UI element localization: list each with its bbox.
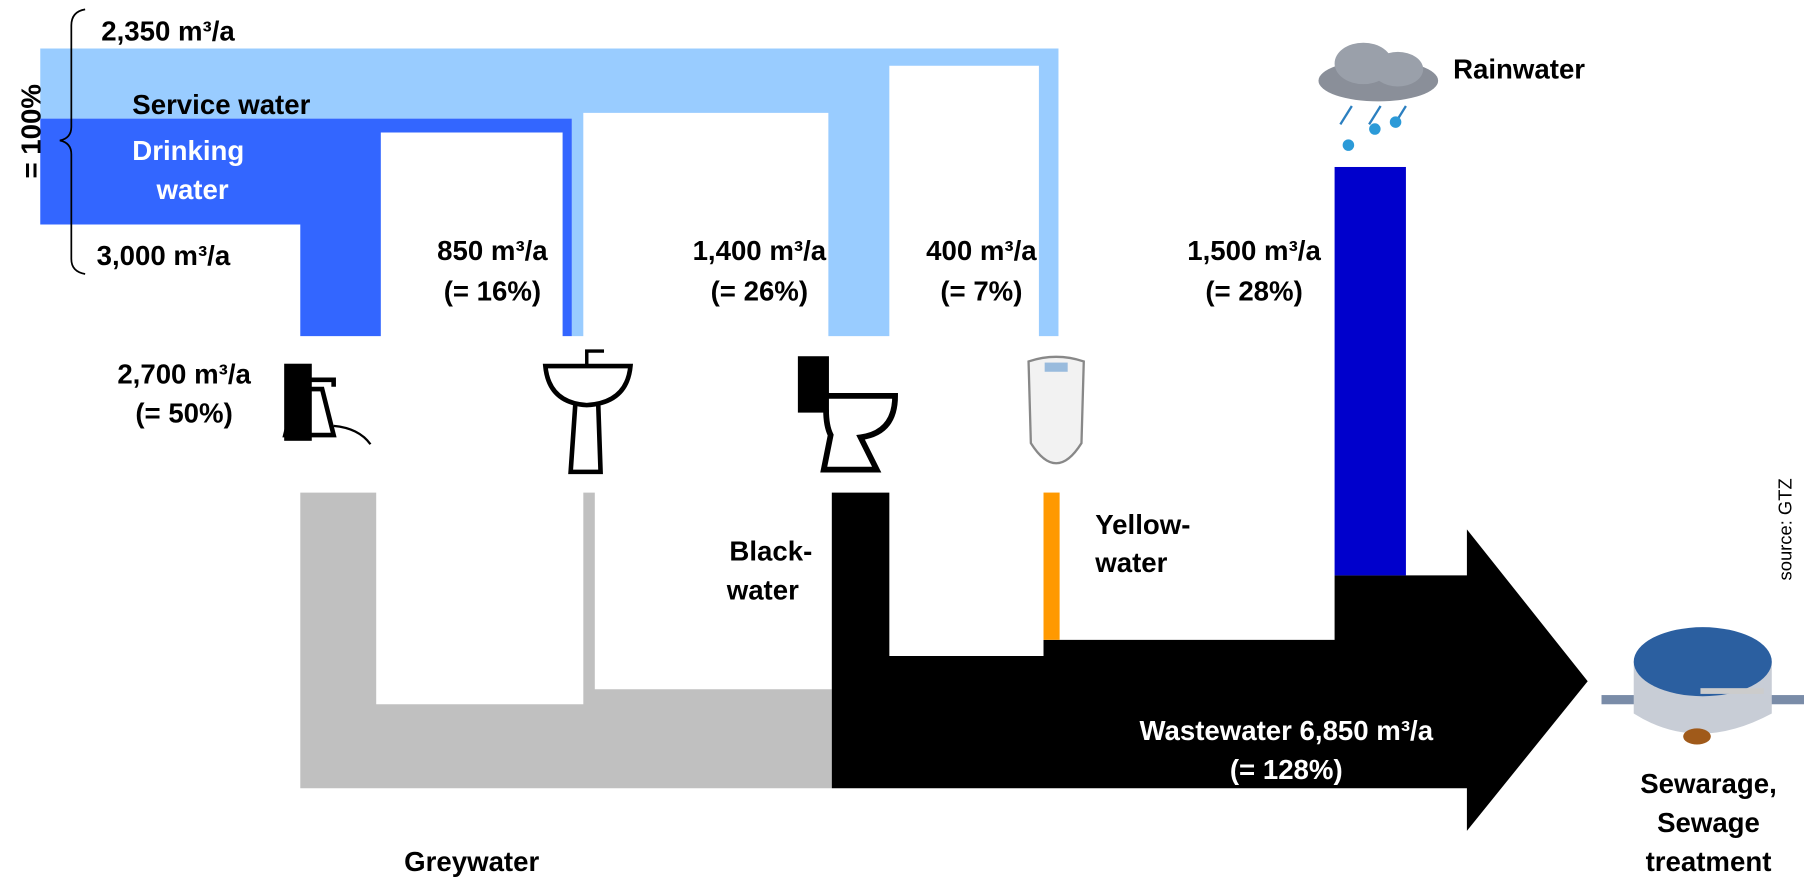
service-amount: 2,350 m³/a bbox=[101, 15, 235, 46]
rain-label: Rainwater bbox=[1453, 53, 1585, 84]
drinking-water-flow bbox=[40, 118, 572, 337]
urinal-amount: 400 m³/a bbox=[926, 235, 1037, 266]
service-water-flow bbox=[40, 48, 1059, 337]
drinking-label: Drinking bbox=[132, 135, 244, 166]
yellowwater-label: Yellow- bbox=[1095, 509, 1190, 540]
treatment-label: treatment bbox=[1646, 846, 1772, 877]
greywater-flow bbox=[300, 492, 832, 789]
blackwater-label: water bbox=[726, 575, 799, 606]
sink-amount: 850 m³/a bbox=[437, 235, 548, 266]
wastewater-flow bbox=[831, 492, 1588, 831]
brace bbox=[59, 8, 86, 275]
rain-amount: 1,500 m³/a bbox=[1187, 235, 1321, 266]
drinking-amount: 3,000 m³/a bbox=[97, 240, 231, 271]
sink-icon bbox=[542, 349, 634, 475]
toilet-share: (= 26%) bbox=[711, 275, 808, 306]
drinking-label: water bbox=[155, 174, 228, 205]
cloud-icon bbox=[1318, 42, 1439, 151]
wastewater-amount: Wastewater 6,850 m³/a bbox=[1139, 715, 1433, 746]
coffee-machine-icon bbox=[282, 363, 372, 445]
greywater-label: Greywater bbox=[404, 846, 539, 877]
total-share: = 100% bbox=[15, 84, 46, 178]
urinal-icon bbox=[1027, 355, 1085, 465]
yellowwater-flow bbox=[1043, 492, 1060, 640]
coffee-share: (= 50%) bbox=[135, 397, 232, 428]
yellowwater-label: water bbox=[1094, 547, 1167, 578]
toilet-icon bbox=[797, 356, 898, 473]
coffee-amount: 2,700 m³/a bbox=[117, 358, 251, 389]
sink-share: (= 16%) bbox=[444, 275, 541, 306]
urinal-share: (= 7%) bbox=[940, 275, 1022, 306]
source-note: source: GTZ bbox=[1774, 478, 1795, 580]
rainwater-flow bbox=[1334, 166, 1406, 576]
wastewater-share: (= 128%) bbox=[1230, 754, 1343, 785]
treatment-label: Sewarage, bbox=[1640, 768, 1777, 799]
blackwater-label: Black- bbox=[729, 535, 812, 566]
treatment-label: Sewage bbox=[1657, 807, 1760, 838]
toilet-amount: 1,400 m³/a bbox=[693, 235, 827, 266]
treatment-plant-icon bbox=[1601, 627, 1804, 745]
service-label: Service water bbox=[132, 89, 310, 120]
rain-share: (= 28%) bbox=[1205, 275, 1302, 306]
